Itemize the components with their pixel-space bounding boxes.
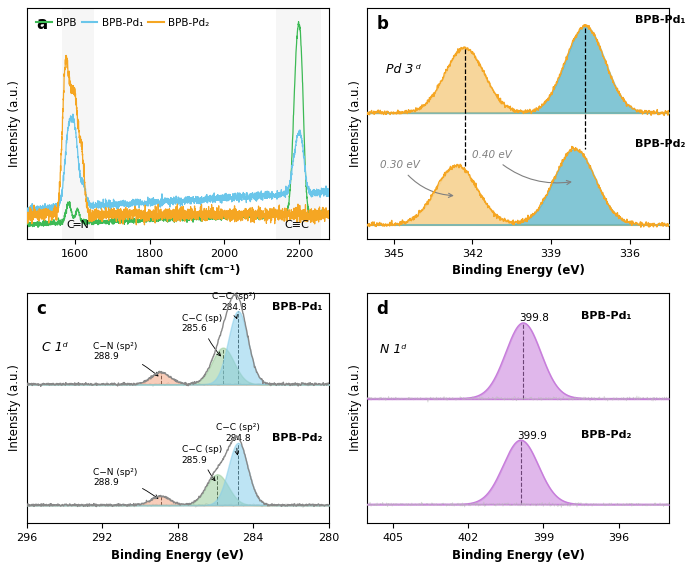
Text: C═N: C═N (66, 219, 90, 230)
Y-axis label: Intensity (a.u.): Intensity (a.u.) (8, 80, 21, 167)
Text: d: d (377, 300, 389, 317)
X-axis label: Raman shift (cm⁻¹): Raman shift (cm⁻¹) (115, 264, 240, 278)
Text: BPB-Pd₁: BPB-Pd₁ (635, 15, 685, 25)
Text: 399.9: 399.9 (517, 431, 547, 441)
Text: b: b (377, 15, 389, 33)
Text: a: a (36, 15, 47, 33)
X-axis label: Binding Energy (eV): Binding Energy (eV) (452, 549, 584, 561)
Text: 399.8: 399.8 (519, 314, 550, 323)
Text: 0.40 eV: 0.40 eV (472, 150, 570, 185)
X-axis label: Binding Energy (eV): Binding Energy (eV) (452, 264, 584, 278)
Text: C 1ᵈ: C 1ᵈ (42, 341, 68, 355)
Text: C−N (sp²)
288.9: C−N (sp²) 288.9 (93, 341, 158, 376)
Text: C−C (sp)
285.9: C−C (sp) 285.9 (181, 445, 222, 481)
Text: C−C (sp²)
284.8: C−C (sp²) 284.8 (212, 292, 256, 319)
Text: 0.30 eV: 0.30 eV (380, 160, 453, 197)
Text: BPB-Pd₂: BPB-Pd₂ (635, 139, 685, 149)
Text: N 1ᵈ: N 1ᵈ (380, 343, 407, 356)
Bar (62, 9, 94, 239)
Text: BPB-Pd₁: BPB-Pd₁ (581, 311, 631, 321)
Text: C−C (sp)
285.6: C−C (sp) 285.6 (181, 314, 222, 356)
Text: c: c (36, 300, 46, 317)
Y-axis label: Intensity (a.u.): Intensity (a.u.) (349, 80, 362, 167)
Text: C−N (sp²)
288.9: C−N (sp²) 288.9 (93, 467, 158, 498)
Y-axis label: Intensity (a.u.): Intensity (a.u.) (349, 365, 362, 451)
Text: BPB-Pd₂: BPB-Pd₂ (581, 430, 631, 440)
Text: Pd 3 ᵈ: Pd 3 ᵈ (386, 63, 421, 76)
Y-axis label: Intensity (a.u.): Intensity (a.u.) (8, 365, 21, 451)
X-axis label: Binding Energy (eV): Binding Energy (eV) (111, 549, 244, 561)
Bar (276, 9, 321, 239)
Text: BPB-Pd₂: BPB-Pd₂ (272, 433, 323, 443)
Text: C≡C: C≡C (284, 219, 309, 230)
Text: BPB-Pd₁: BPB-Pd₁ (272, 302, 323, 312)
Legend: BPB, BPB-Pd₁, BPB-Pd₂: BPB, BPB-Pd₁, BPB-Pd₂ (32, 14, 214, 32)
Text: C−C (sp²)
284.8: C−C (sp²) 284.8 (216, 423, 260, 455)
